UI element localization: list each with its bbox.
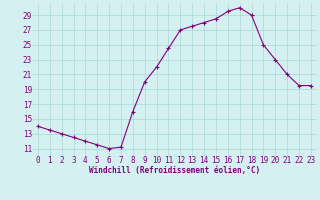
X-axis label: Windchill (Refroidissement éolien,°C): Windchill (Refroidissement éolien,°C) <box>89 166 260 175</box>
